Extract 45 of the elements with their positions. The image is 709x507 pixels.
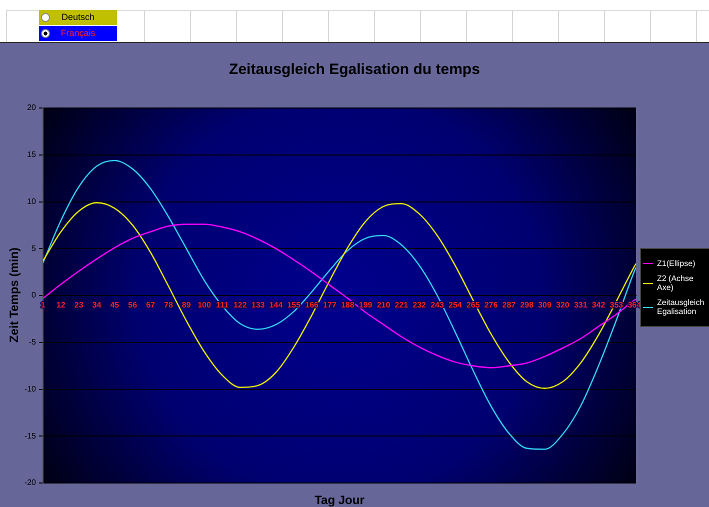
y-tick-label: -15 — [24, 431, 37, 440]
x-tick-label: 100 — [198, 300, 212, 310]
x-axis-title: Tag Jour — [314, 493, 366, 507]
x-tick-label: 254 — [448, 300, 462, 310]
y-tick-label: 0 — [32, 290, 37, 300]
legend-label: Zeitausgleich Egalisation — [657, 298, 706, 316]
x-tick-label: 298 — [520, 300, 534, 310]
x-tick-label: 210 — [376, 300, 391, 310]
x-tick-label: 188 — [340, 300, 355, 310]
x-tick-label: 144 — [269, 300, 284, 310]
y-tick-label: 20 — [27, 103, 37, 112]
x-tick-label: 287 — [502, 300, 516, 310]
legend-label: Z1(Ellipse) — [657, 259, 696, 268]
x-tick-label: 309 — [538, 300, 552, 310]
x-tick-label: 276 — [484, 300, 498, 310]
x-tick-label: 34 — [92, 300, 102, 310]
x-tick-label: 78 — [164, 300, 174, 310]
x-tick-label: 331 — [574, 300, 588, 310]
x-tick-label: 23 — [74, 300, 84, 310]
legend-label: Z2 (Achse Axe) — [657, 274, 694, 292]
x-tick-label: 133 — [251, 300, 266, 310]
text: Deutsch — [61, 12, 95, 22]
x-tick-label: 45 — [110, 300, 120, 310]
x-tick-label: 155 — [287, 300, 302, 310]
y-tick-label: -20 — [24, 478, 37, 488]
y-tick-label: -10 — [24, 384, 37, 394]
x-tick-label: 232 — [412, 300, 427, 310]
x-tick-label: 122 — [233, 300, 248, 310]
y-axis-title: Zeit Temps (min) — [7, 247, 21, 343]
x-tick-label: 177 — [323, 300, 337, 310]
x-tick-label: 67 — [146, 300, 156, 310]
y-tick-label: 10 — [27, 196, 37, 206]
x-tick-label: 199 — [358, 300, 373, 310]
y-tick-label: 5 — [32, 244, 37, 253]
x-tick-label: 12 — [56, 300, 66, 310]
x-tick-label: 342 — [592, 300, 606, 310]
x-tick-label: 89 — [182, 300, 192, 310]
x-tick-label: 221 — [394, 300, 409, 310]
x-tick-label: 56 — [128, 300, 138, 310]
x-tick-label: 1 — [40, 300, 46, 310]
chart-title: Zeitausgleich Egalisation du temps — [228, 61, 481, 78]
x-tick-label: 320 — [556, 300, 570, 310]
y-tick-label: 15 — [27, 150, 37, 160]
text: Français — [60, 28, 96, 38]
y-tick-label: -5 — [28, 338, 37, 347]
